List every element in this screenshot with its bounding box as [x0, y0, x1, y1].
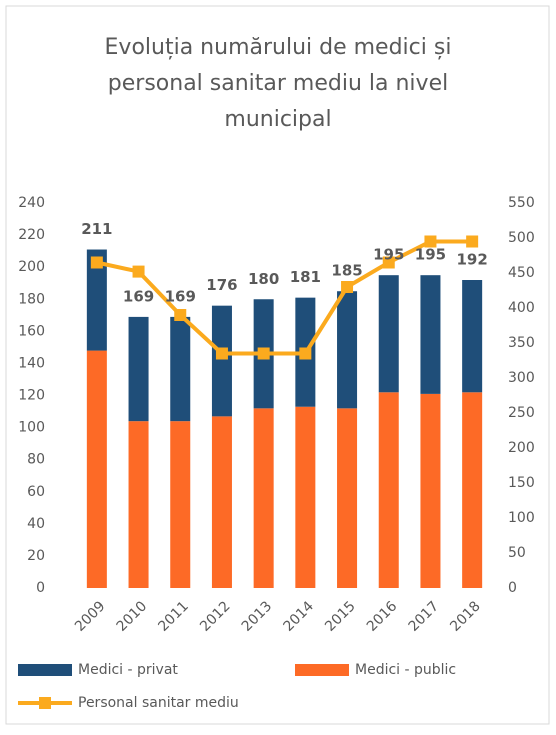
y2-tick-label: 100: [508, 510, 535, 526]
marker: [382, 256, 395, 269]
data-label: 185: [331, 262, 362, 280]
bar: [170, 316, 191, 422]
y-tick-label: 20: [27, 548, 45, 564]
y-tick-label: 160: [18, 323, 45, 339]
bar: [253, 408, 274, 588]
y2-tick-label: 300: [508, 370, 535, 386]
bar: [128, 316, 149, 422]
y-tick-label: 0: [36, 580, 45, 596]
legend-label: Medici - public: [355, 662, 456, 678]
y2-tick-label: 150: [508, 475, 535, 491]
marker: [257, 347, 270, 360]
bar: [462, 280, 483, 393]
bar: [378, 392, 399, 588]
bar: [378, 275, 399, 393]
chart-title: personal sanitar mediu la nivel: [108, 71, 448, 96]
marker: [424, 235, 437, 248]
y2-tick-label: 350: [508, 335, 535, 351]
data-label: 169: [165, 287, 196, 305]
bar: [128, 421, 149, 588]
y-tick-label: 180: [18, 291, 45, 307]
bar: [86, 350, 107, 588]
legend-swatch: [295, 664, 349, 676]
y-tick-label: 60: [27, 484, 45, 500]
marker: [215, 347, 228, 360]
data-label: 169: [123, 287, 154, 305]
data-label: 176: [206, 276, 237, 294]
bar: [337, 291, 358, 409]
legend-swatch: [18, 664, 72, 676]
bar: [420, 393, 441, 588]
legend-label: Personal sanitar mediu: [78, 695, 239, 711]
data-label: 192: [456, 251, 487, 269]
bar: [170, 421, 191, 588]
bar: [211, 416, 232, 588]
y-tick-label: 240: [18, 195, 45, 211]
y-tick-label: 120: [18, 388, 45, 404]
y-tick-label: 100: [18, 420, 45, 436]
marker: [90, 256, 103, 269]
marker: [341, 281, 354, 293]
y-tick-label: 220: [18, 227, 45, 243]
bar: [295, 406, 316, 588]
bar: [462, 392, 483, 588]
chart-title: municipal: [224, 107, 331, 132]
bar: [86, 249, 107, 351]
marker: [466, 235, 479, 248]
data-label: 195: [415, 246, 446, 264]
y-tick-label: 80: [27, 452, 45, 468]
y2-tick-label: 550: [508, 195, 535, 211]
bar: [337, 408, 358, 588]
legend-label: Medici - privat: [78, 662, 178, 678]
y2-tick-label: 450: [508, 265, 535, 281]
chart-title: Evoluția numărului de medici și: [105, 35, 452, 60]
marker: [299, 347, 312, 360]
y-tick-label: 140: [18, 355, 45, 371]
y2-tick-label: 200: [508, 440, 535, 456]
y2-tick-label: 250: [508, 405, 535, 421]
bar: [420, 275, 441, 394]
data-label: 180: [248, 270, 279, 288]
y2-tick-label: 400: [508, 300, 535, 316]
y2-tick-label: 500: [508, 230, 535, 246]
y-tick-label: 200: [18, 259, 45, 275]
y2-tick-label: 0: [508, 580, 517, 596]
marker: [174, 309, 187, 321]
data-label: 181: [290, 268, 321, 286]
data-label: 195: [373, 246, 404, 264]
bar: [211, 305, 232, 417]
y-tick-label: 40: [27, 516, 45, 532]
legend-swatch: [39, 697, 51, 709]
data-label: 211: [81, 220, 112, 238]
y2-tick-label: 50: [508, 545, 526, 561]
marker: [132, 265, 145, 278]
line: [96, 239, 473, 356]
